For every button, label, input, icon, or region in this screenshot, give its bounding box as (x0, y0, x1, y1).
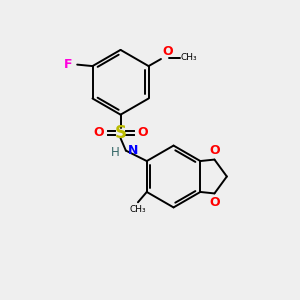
Text: CH₃: CH₃ (129, 205, 146, 214)
Text: O: O (209, 144, 220, 157)
Text: H: H (111, 146, 119, 159)
Text: CH₃: CH₃ (181, 53, 197, 62)
Text: N: N (128, 144, 139, 157)
Text: O: O (162, 45, 173, 58)
Text: O: O (137, 126, 148, 140)
Text: F: F (64, 58, 73, 71)
Text: O: O (209, 196, 220, 209)
Text: S: S (115, 124, 127, 142)
Text: O: O (94, 126, 104, 140)
